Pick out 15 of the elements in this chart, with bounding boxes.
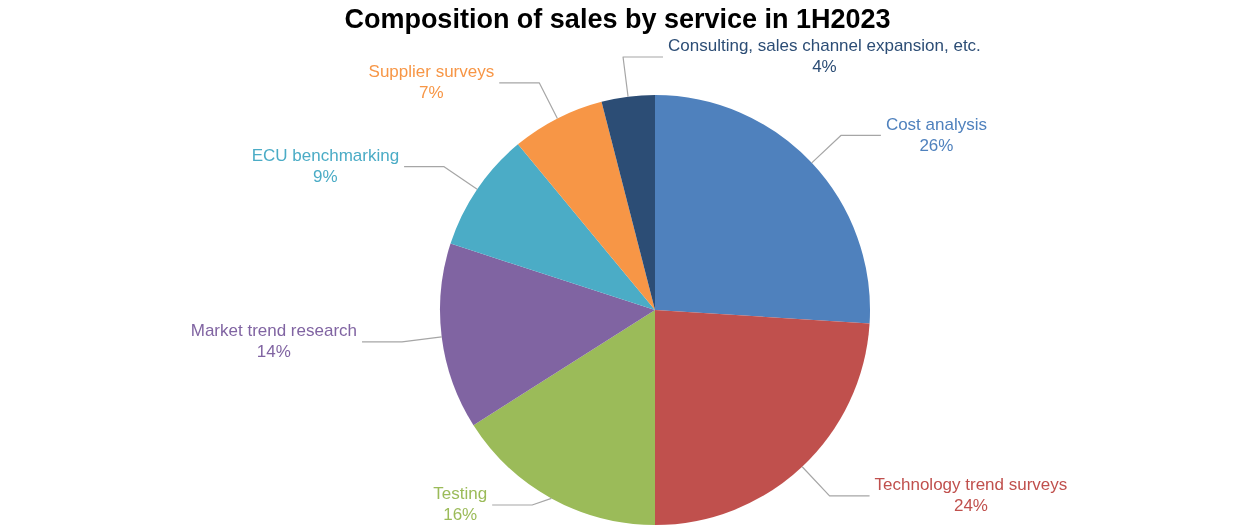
data-label: 26% [919,135,954,155]
slice-label: ECU benchmarking [251,145,400,165]
data-label: 4% [812,57,837,77]
slice-label: Cost analysis [885,114,987,134]
slice-label: Technology trend surveys [874,475,1068,495]
slice-label: Market trend research [190,321,358,341]
data-label: 14% [256,342,291,362]
data-label: 7% [419,82,444,102]
data-label: 16% [443,505,478,525]
slice-label: Consulting, sales channel expansion, etc. [668,36,981,56]
chart-title: Composition of sales by service in 1H2023 [343,4,892,35]
slice-label: Testing [433,484,488,504]
slice-label: Supplier surveys [368,61,495,81]
data-label: 9% [313,166,338,186]
data-label: 24% [953,496,988,516]
